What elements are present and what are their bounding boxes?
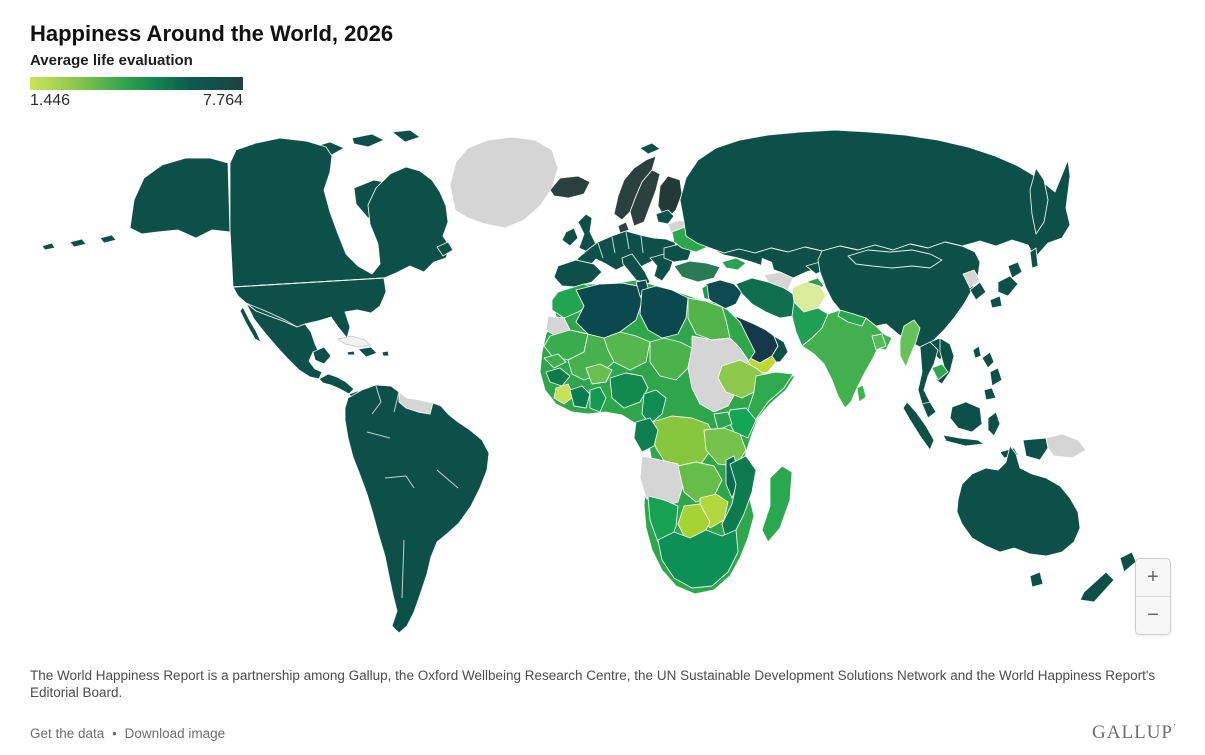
country-iran[interactable] <box>735 277 803 319</box>
kamchatka[interactable] <box>1029 167 1049 269</box>
country-ghana[interactable] <box>589 386 607 413</box>
svalbard[interactable] <box>639 142 661 155</box>
country-senegal[interactable] <box>543 353 567 369</box>
new-zealand-south-island[interactable] <box>1079 571 1115 603</box>
country-algeria[interactable] <box>575 282 643 339</box>
country-bangladesh[interactable] <box>871 333 887 351</box>
country-angola[interactable] <box>639 455 685 509</box>
country-japan[interactable] <box>989 261 1023 309</box>
logo-trademark: ʼ <box>1173 722 1177 733</box>
map-zoom-controls: + − <box>1135 558 1171 635</box>
borneo[interactable] <box>949 401 983 433</box>
page-title: Happiness Around the World, 2026 <box>30 20 394 46</box>
country-cambodia[interactable] <box>931 363 949 381</box>
country-libya[interactable] <box>639 285 689 339</box>
country-somalia[interactable] <box>747 371 794 429</box>
country-south-africa[interactable] <box>657 529 739 589</box>
legend-max-label: 7.764 <box>202 92 243 109</box>
guyana-suriname[interactable] <box>398 391 434 415</box>
iberian-peninsula[interactable] <box>553 259 603 288</box>
west-new-guinea[interactable] <box>1022 437 1049 461</box>
tasmania[interactable] <box>1029 571 1044 588</box>
country-cameroon[interactable] <box>641 389 667 425</box>
java[interactable] <box>942 434 985 447</box>
country-philippines[interactable] <box>981 351 1003 401</box>
aleutian-islands[interactable] <box>41 234 117 251</box>
country-india[interactable] <box>801 309 893 409</box>
country-dominican-republic[interactable] <box>357 346 378 358</box>
sierra-leone-liberia[interactable] <box>553 383 575 405</box>
country-north-korea[interactable] <box>962 269 981 289</box>
country-oman[interactable] <box>771 335 789 363</box>
legend-title: Average life evaluation <box>30 52 193 69</box>
country-madagascar[interactable] <box>761 465 793 543</box>
country-iceland[interactable] <box>549 175 591 199</box>
country-sri-lanka[interactable] <box>856 384 867 403</box>
gallup-logo: GALLUPʼ <box>1092 722 1177 743</box>
internal-borders <box>232 231 644 599</box>
country-united-states[interactable] <box>232 277 387 339</box>
sulawesi[interactable] <box>987 411 1001 437</box>
country-denmark[interactable] <box>617 221 630 234</box>
malay-peninsula[interactable] <box>921 401 937 419</box>
zoom-in-button[interactable]: + <box>1136 559 1170 596</box>
country-south-korea[interactable] <box>969 281 987 301</box>
country-papua-new-guinea[interactable] <box>1045 433 1087 459</box>
map-countries <box>41 129 1137 634</box>
country-mongolia[interactable] <box>847 249 943 269</box>
country-china[interactable] <box>817 241 981 349</box>
legend-gradient-bar <box>30 77 243 90</box>
legend-min-label: 1.446 <box>30 92 71 109</box>
footer-links: Get the data • Download image <box>30 726 225 741</box>
country-russia[interactable] <box>679 129 1071 259</box>
country-drc[interactable] <box>651 415 715 473</box>
link-separator: • <box>112 726 117 741</box>
country-canada[interactable] <box>229 137 451 288</box>
country-puerto-rico[interactable] <box>381 350 390 357</box>
south-america[interactable] <box>344 384 490 634</box>
baja-california[interactable] <box>239 306 262 343</box>
country-greenland[interactable] <box>449 136 559 229</box>
country-taiwan[interactable] <box>972 345 982 359</box>
country-turkey[interactable] <box>673 260 721 283</box>
country-jamaica[interactable] <box>346 350 356 356</box>
country-sweden[interactable] <box>629 169 661 227</box>
yucatan[interactable] <box>312 346 332 365</box>
country-australia[interactable] <box>956 445 1081 557</box>
country-niger[interactable] <box>603 331 651 371</box>
caucasus[interactable] <box>721 257 747 271</box>
country-guinea[interactable] <box>545 367 571 387</box>
congo-gabon[interactable] <box>633 417 659 453</box>
country-finland[interactable] <box>657 175 683 221</box>
country-myanmar[interactable] <box>899 319 921 368</box>
baltic-states[interactable] <box>655 209 675 225</box>
get-the-data-link[interactable]: Get the data <box>30 726 105 741</box>
country-uganda[interactable] <box>713 411 733 431</box>
country-zambia[interactable] <box>677 461 723 503</box>
country-ireland[interactable] <box>561 227 579 247</box>
country-cuba[interactable] <box>337 335 371 348</box>
newfoundland[interactable] <box>436 241 454 257</box>
country-norway[interactable] <box>613 155 657 221</box>
burkina-benin[interactable] <box>585 363 613 385</box>
sumatra[interactable] <box>902 401 935 451</box>
country-ivory-coast[interactable] <box>569 385 591 409</box>
color-legend: Average life evaluation 1.446 7.764 <box>30 52 243 110</box>
country-mexico[interactable] <box>245 302 323 380</box>
new-zealand-north-island[interactable] <box>1119 551 1137 573</box>
levant[interactable] <box>701 284 710 301</box>
country-alaska[interactable] <box>129 157 231 239</box>
central-america[interactable] <box>318 373 355 395</box>
download-image-link[interactable]: Download image <box>124 726 226 741</box>
attribution-text: The World Happiness Report is a partners… <box>30 668 1156 700</box>
zoom-out-button[interactable]: − <box>1136 597 1170 634</box>
zoom-divider <box>1136 596 1170 597</box>
